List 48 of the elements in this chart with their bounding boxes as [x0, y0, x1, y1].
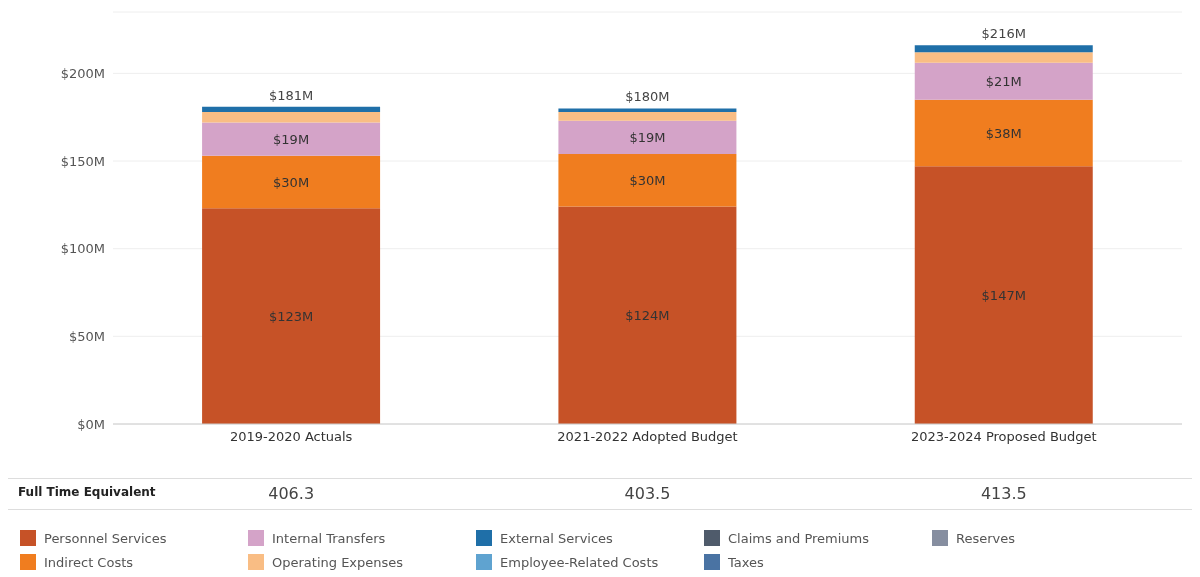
bar [914, 62, 1093, 100]
bar [558, 111, 737, 121]
text: 403.5 [623, 484, 672, 503]
y-tick-label: $0M [77, 416, 105, 432]
data-label: $38M [985, 125, 1022, 141]
data-label: $123M [268, 309, 314, 325]
bar [202, 111, 381, 123]
x-tick-label: 2023-2024 Proposed Budget [910, 429, 1097, 445]
data-label: $124M [625, 308, 670, 324]
y-tick-label: $150M [60, 153, 105, 169]
legend-label: Operating Expenses [272, 554, 404, 570]
total-label: $180M [625, 89, 670, 105]
text: 406.3 [268, 484, 315, 503]
y-tick-label: $100M [60, 241, 105, 257]
data-label: $19M [629, 130, 666, 146]
legend-label: Indirect Costs [44, 554, 134, 570]
x-tick-label: 2021-2022 Adopted Budget [557, 429, 738, 445]
y-tick-label: $50M [68, 328, 105, 344]
total-label: $181M [268, 87, 314, 103]
bar [558, 154, 737, 207]
bar [558, 108, 737, 112]
text: 413.5 [979, 484, 1028, 503]
bar [914, 52, 1093, 63]
bar [558, 206, 737, 424]
bar [914, 45, 1093, 53]
y-tick-label: $200M [60, 65, 105, 81]
data-label: $21M [985, 74, 1022, 90]
bar [202, 122, 381, 156]
legend-label: Employee-Related Costs [500, 554, 659, 570]
legend-label: Internal Transfers [272, 530, 386, 546]
bar [914, 99, 1093, 167]
text: Full Time Equivalent [18, 485, 156, 499]
bar [558, 120, 737, 155]
x-tick-label: 2019-2020 Actuals [229, 429, 353, 445]
data-label: $30M [273, 175, 310, 191]
bar [202, 155, 381, 209]
bar [202, 208, 381, 424]
total-label: $216M [981, 26, 1026, 42]
legend-label: Personnel Services [44, 530, 167, 546]
legend-label: Taxes [728, 554, 764, 570]
data-label: $147M [981, 288, 1026, 304]
data-label: $19M [273, 132, 310, 148]
bar [914, 166, 1093, 424]
bar [202, 106, 381, 112]
legend-label: Claims and Premiums [728, 530, 870, 546]
data-label: $30M [629, 173, 666, 189]
legend-label: External Services [500, 530, 613, 546]
legend-label: Reserves [956, 530, 1016, 546]
